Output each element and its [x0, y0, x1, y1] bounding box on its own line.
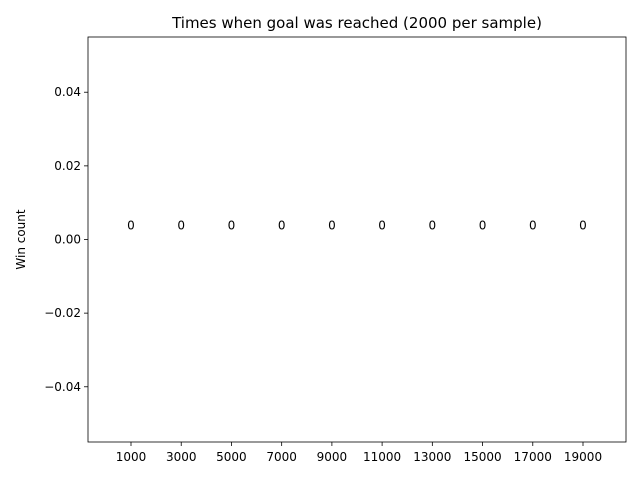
x-axis-ticks: 1000 3000 5000 7000 9000 11000 13000 15000 17000… [116, 442, 602, 464]
y-tick-label: 0.04 [54, 85, 81, 99]
x-tick-label: 7000 [266, 450, 297, 464]
data-labels: 0 0 0 0 0 0 0 0 0 0 [127, 219, 587, 233]
x-tick-label: 3000 [166, 450, 197, 464]
chart-title: Times when goal was reached (2000 per sa… [171, 14, 542, 32]
bar-value-label: 0 [429, 219, 437, 233]
bar-value-label: 0 [278, 219, 286, 233]
plot-area [87, 36, 627, 443]
bar-value-label: 0 [479, 219, 487, 233]
y-tick-label: −0.02 [44, 306, 81, 320]
y-axis-label: Win count [14, 209, 28, 270]
bar-value-label: 0 [328, 219, 336, 233]
bar-value-label: 0 [529, 219, 537, 233]
bar-value-label: 0 [127, 219, 135, 233]
y-tick-label: −0.04 [44, 380, 81, 394]
x-tick-label: 13000 [413, 450, 451, 464]
y-tick-label: 0.00 [54, 233, 81, 247]
bar-value-label: 0 [177, 219, 185, 233]
x-tick-label: 17000 [514, 450, 552, 464]
x-tick-label: 1000 [116, 450, 147, 464]
x-tick-label: 11000 [363, 450, 401, 464]
axes-frame [87, 36, 627, 443]
y-axis-ticks: −0.04 −0.02 0.00 0.02 0.04 [44, 85, 88, 394]
bar-value-label: 0 [378, 219, 386, 233]
bar-value-label: 0 [579, 219, 587, 233]
x-tick-label: 9000 [317, 450, 348, 464]
bar-value-label: 0 [228, 219, 236, 233]
y-tick-label: 0.02 [54, 159, 81, 173]
x-tick-label: 5000 [216, 450, 247, 464]
x-tick-label: 15000 [463, 450, 501, 464]
x-tick-label: 19000 [564, 450, 602, 464]
